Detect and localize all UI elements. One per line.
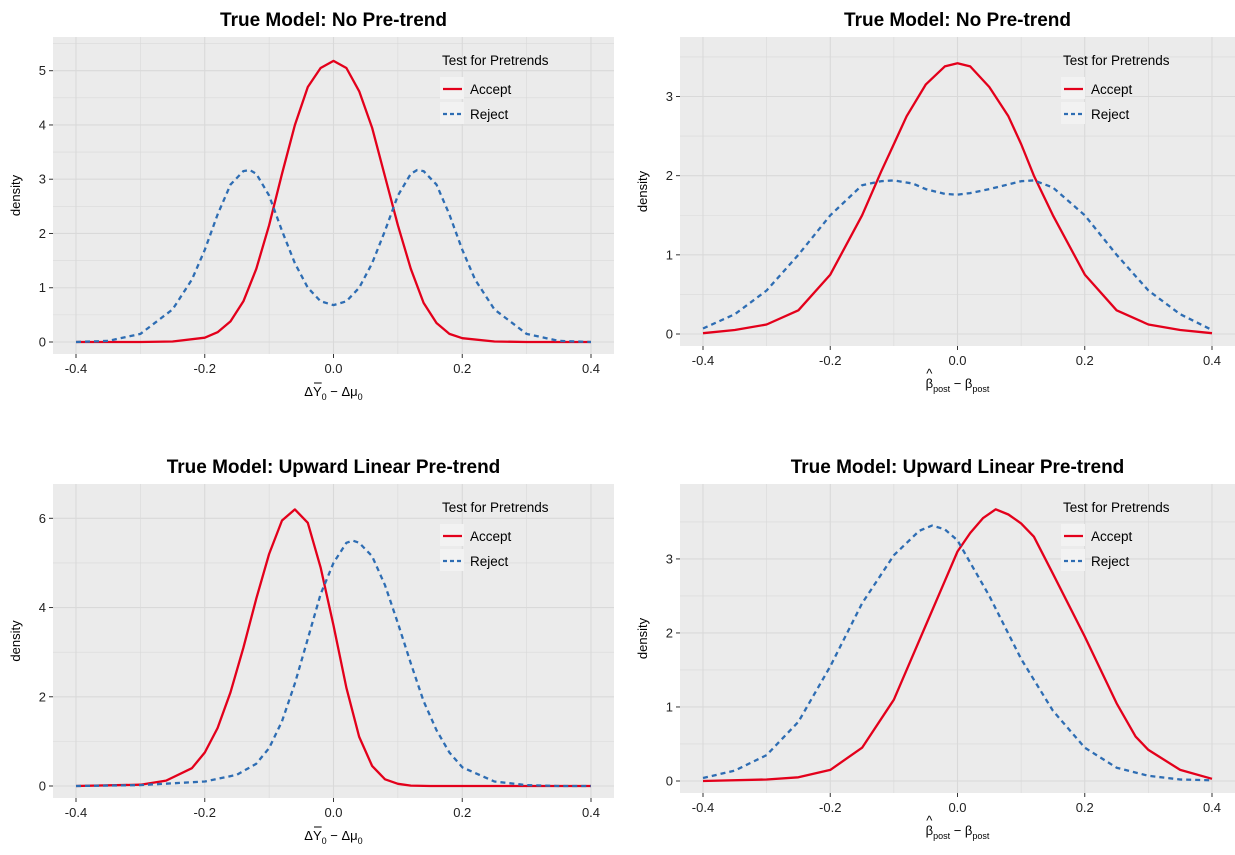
x-tick-label: 0.0 bbox=[948, 800, 966, 815]
legend-label-reject: Reject bbox=[470, 554, 509, 569]
density-chart: True Model: No Pre-trend -0.4 -0.2 0.0 0.2 0.… bbox=[635, 10, 1235, 394]
series-accept-line bbox=[702, 62, 1213, 335]
x-tick-label: -0.2 bbox=[819, 353, 841, 368]
legend-title: Test for Pretrends bbox=[442, 500, 549, 515]
y-axis-label: density bbox=[635, 617, 650, 659]
grid-lines bbox=[680, 37, 1235, 346]
x-tick-label: -0.4 bbox=[692, 800, 714, 815]
chart-panel-bottom-right: True Model: Upward Linear Pre-trend -0.4 -… bbox=[617, 428, 1235, 855]
legend: Test for Pretrends Accept Reject bbox=[440, 500, 549, 571]
chart-title: True Model: No Pre-trend bbox=[844, 10, 1071, 31]
series-reject-line bbox=[75, 168, 592, 344]
x-axis-label: ΔY0 − Δμ0 bbox=[304, 384, 362, 402]
x-tick-label: 0.4 bbox=[1203, 353, 1221, 368]
x-tick-label: 0.2 bbox=[1076, 353, 1094, 368]
series-accept-line bbox=[702, 508, 1213, 783]
x-tick-label: 0.4 bbox=[582, 361, 600, 376]
y-tick-label: 3 bbox=[39, 172, 46, 187]
legend-label-accept: Accept bbox=[1091, 82, 1133, 97]
x-tick-label: 0.2 bbox=[453, 361, 471, 376]
x-tick-label: -0.2 bbox=[194, 805, 216, 820]
density-chart: True Model: Upward Linear Pre-trend -0.4 -… bbox=[8, 457, 614, 846]
y-tick-label: 4 bbox=[39, 117, 46, 132]
y-tick-label: 2 bbox=[666, 168, 673, 183]
grid-lines bbox=[53, 37, 614, 354]
legend: Test for Pretrends Accept Reject bbox=[1061, 500, 1170, 571]
x-tick-label: 0.2 bbox=[453, 805, 471, 820]
y-tick-label: 1 bbox=[39, 280, 46, 295]
y-tick-label: 1 bbox=[666, 247, 673, 262]
y-tick-label: 5 bbox=[39, 63, 46, 78]
y-tick-label: 0 bbox=[39, 779, 46, 794]
chart-panel-top-right: True Model: No Pre-trend -0.4 -0.2 0.0 0.2 0.… bbox=[617, 0, 1235, 427]
chart-panel-top-left: True Model: No Pre-trend -0.4 -0.2 0.0 0.2 0.… bbox=[0, 0, 617, 427]
legend-title: Test for Pretrends bbox=[1063, 500, 1170, 515]
x-tick-label: 0.0 bbox=[324, 805, 342, 820]
x-axis-label: βpost − βpost bbox=[926, 376, 990, 394]
series-reject-line bbox=[75, 539, 591, 788]
legend: Test for Pretrends Accept Reject bbox=[1061, 53, 1170, 124]
legend-label-reject: Reject bbox=[1091, 107, 1130, 122]
y-axis-label: density bbox=[635, 170, 650, 212]
legend-label-reject: Reject bbox=[470, 107, 509, 122]
x-tick-label: -0.4 bbox=[692, 353, 714, 368]
grid-lines bbox=[680, 484, 1235, 793]
chart-title: True Model: No Pre-trend bbox=[220, 10, 447, 31]
legend: Test for Pretrends Accept Reject bbox=[440, 53, 549, 124]
y-tick-label: 2 bbox=[39, 689, 46, 704]
legend-label-accept: Accept bbox=[470, 529, 512, 544]
density-chart: True Model: Upward Linear Pre-trend -0.4 -… bbox=[635, 457, 1235, 841]
x-tick-label: -0.2 bbox=[819, 800, 841, 815]
density-chart: True Model: No Pre-trend -0.4 -0.2 0.0 0.2 0.… bbox=[8, 10, 614, 402]
y-tick-label: 2 bbox=[666, 625, 673, 640]
y-tick-label: 6 bbox=[39, 511, 46, 526]
hat-accent: ^ bbox=[926, 366, 933, 381]
legend-title: Test for Pretrends bbox=[1063, 53, 1170, 68]
chart-panel-bottom-left: True Model: Upward Linear Pre-trend -0.4 -… bbox=[0, 428, 617, 855]
x-tick-label: 0.0 bbox=[948, 353, 966, 368]
y-tick-label: 3 bbox=[666, 551, 673, 566]
y-tick-label: 0 bbox=[666, 774, 673, 789]
x-axis-label: βpost − βpost bbox=[926, 823, 990, 841]
legend-label-accept: Accept bbox=[1091, 529, 1133, 544]
y-tick-label: 1 bbox=[666, 699, 673, 714]
hat-accent: ^ bbox=[926, 813, 933, 828]
y-tick-label: 0 bbox=[39, 335, 46, 350]
legend-label-accept: Accept bbox=[470, 82, 512, 97]
x-tick-label: 0.2 bbox=[1076, 800, 1094, 815]
chart-title: True Model: Upward Linear Pre-trend bbox=[167, 457, 501, 478]
legend-title: Test for Pretrends bbox=[442, 53, 549, 68]
x-tick-label: -0.4 bbox=[65, 361, 87, 376]
series-reject-line bbox=[702, 179, 1213, 332]
x-tick-label: -0.4 bbox=[65, 805, 87, 820]
y-axis-label: density bbox=[8, 620, 23, 662]
y-axis-label: density bbox=[8, 174, 23, 216]
legend-label-reject: Reject bbox=[1091, 554, 1130, 569]
series-accept-line bbox=[75, 508, 591, 788]
x-tick-label: 0.4 bbox=[582, 805, 600, 820]
x-axis-label: ΔY0 − Δμ0 bbox=[304, 828, 362, 846]
y-tick-label: 2 bbox=[39, 226, 46, 241]
chart-title: True Model: Upward Linear Pre-trend bbox=[791, 457, 1125, 478]
x-tick-label: -0.2 bbox=[194, 361, 216, 376]
y-tick-label: 4 bbox=[39, 600, 46, 615]
series-reject-line bbox=[702, 524, 1213, 782]
x-tick-label: 0.4 bbox=[1203, 800, 1221, 815]
y-tick-label: 3 bbox=[666, 89, 673, 104]
y-tick-label: 0 bbox=[666, 327, 673, 342]
series-accept-line bbox=[76, 59, 591, 344]
x-tick-label: 0.0 bbox=[324, 361, 342, 376]
